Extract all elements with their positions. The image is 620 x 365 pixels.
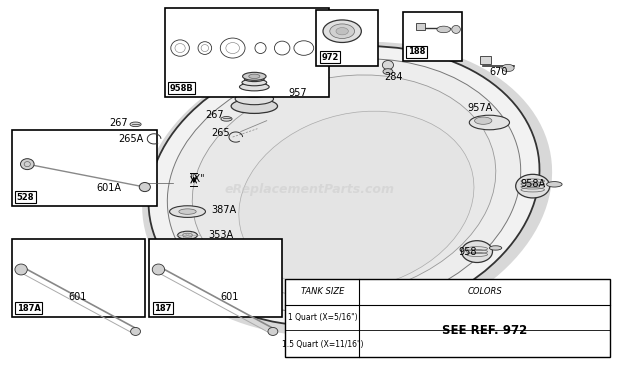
Ellipse shape (452, 26, 461, 34)
Text: eReplacementParts.com: eReplacementParts.com (225, 183, 395, 196)
Ellipse shape (177, 231, 197, 239)
Text: 267: 267 (205, 110, 223, 120)
Ellipse shape (149, 46, 539, 326)
Ellipse shape (437, 26, 451, 33)
Text: TANK SIZE: TANK SIZE (301, 287, 344, 296)
Ellipse shape (547, 182, 562, 187)
Ellipse shape (237, 87, 272, 97)
Ellipse shape (244, 76, 264, 82)
Bar (316, 10, 378, 66)
Text: 958: 958 (458, 247, 477, 257)
Ellipse shape (461, 241, 492, 262)
Text: COLORS: COLORS (467, 287, 502, 296)
Ellipse shape (221, 116, 232, 121)
Ellipse shape (469, 115, 510, 130)
Ellipse shape (153, 264, 165, 275)
Ellipse shape (231, 99, 278, 114)
Bar (285, 279, 610, 357)
Text: 1 Quart (X=5/16"): 1 Quart (X=5/16") (288, 313, 357, 322)
Text: 528: 528 (17, 193, 34, 202)
Ellipse shape (235, 93, 273, 105)
Text: 265: 265 (211, 128, 229, 138)
Text: 958B: 958B (170, 84, 193, 93)
Ellipse shape (323, 20, 361, 42)
Ellipse shape (20, 159, 34, 170)
Ellipse shape (140, 182, 151, 192)
Ellipse shape (330, 24, 355, 38)
Text: 265A: 265A (118, 134, 143, 144)
Bar (480, 56, 491, 64)
Text: 188: 188 (408, 47, 425, 56)
Text: 284: 284 (384, 72, 403, 82)
Ellipse shape (249, 74, 260, 78)
Ellipse shape (502, 64, 514, 72)
Text: 601: 601 (69, 292, 87, 302)
Ellipse shape (167, 59, 521, 314)
Text: SEE REF. 972: SEE REF. 972 (442, 324, 528, 337)
Ellipse shape (131, 327, 141, 335)
Ellipse shape (474, 117, 492, 124)
Text: 670: 670 (489, 66, 508, 77)
Ellipse shape (268, 327, 278, 335)
Ellipse shape (15, 264, 27, 275)
Bar (12, 130, 157, 206)
Ellipse shape (489, 246, 502, 250)
Text: 601A: 601A (97, 183, 122, 193)
Ellipse shape (130, 122, 141, 127)
Bar (403, 12, 461, 61)
Ellipse shape (336, 28, 348, 35)
Text: 387A: 387A (211, 205, 236, 215)
Text: 972: 972 (321, 53, 339, 62)
Ellipse shape (242, 72, 266, 80)
Text: 267: 267 (109, 118, 128, 127)
Ellipse shape (179, 209, 196, 214)
Text: 187: 187 (154, 304, 172, 313)
Text: 957A: 957A (467, 103, 493, 113)
Text: 957: 957 (288, 88, 307, 99)
Text: 1.5 Quart (X=11/16"): 1.5 Quart (X=11/16") (281, 340, 363, 349)
Text: 353A: 353A (208, 230, 233, 240)
Ellipse shape (170, 206, 205, 218)
Bar (149, 239, 282, 317)
Ellipse shape (192, 75, 496, 297)
Ellipse shape (516, 174, 550, 198)
Text: 958A: 958A (520, 179, 546, 189)
Ellipse shape (383, 61, 394, 70)
Text: 601: 601 (220, 292, 239, 302)
Bar (417, 23, 425, 30)
Text: "X": "X" (189, 174, 205, 184)
Ellipse shape (239, 111, 474, 290)
Ellipse shape (383, 69, 393, 74)
Ellipse shape (242, 79, 267, 86)
Text: 187A: 187A (17, 304, 41, 313)
Bar (12, 239, 145, 317)
Ellipse shape (142, 42, 552, 336)
Bar (165, 8, 329, 97)
Ellipse shape (239, 83, 269, 91)
